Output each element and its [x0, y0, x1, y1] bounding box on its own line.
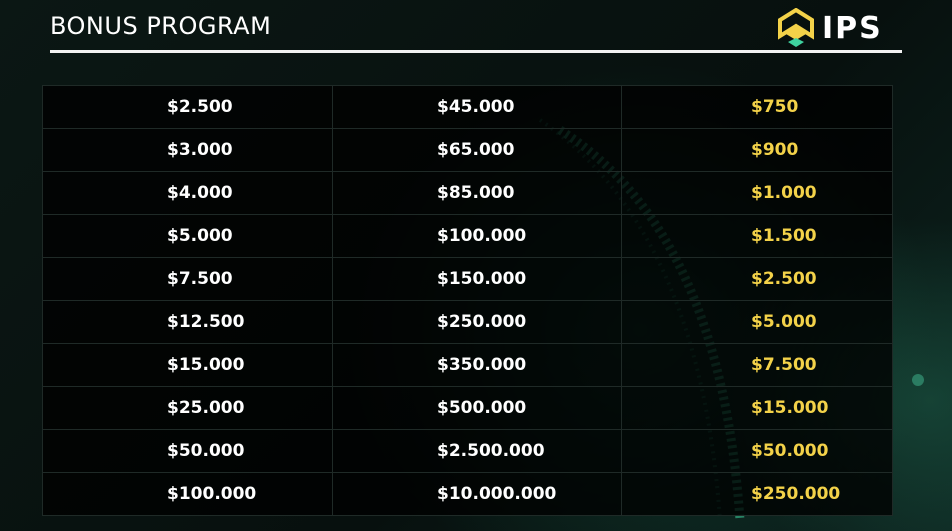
table-row: $5.000 $100.000 $1.500 — [42, 214, 893, 258]
amount-cell: $2.500.000 — [332, 429, 622, 473]
table-row: $25.000 $500.000 $15.000 — [42, 386, 893, 430]
amount-cell: $250.000 — [332, 300, 622, 344]
bonus-cell: $750 — [621, 85, 893, 129]
title: BONUS PROGRAM — [50, 12, 272, 40]
table-row: $100.000 $10.000.000 $250.000 — [42, 472, 893, 516]
amount-cell: $45.000 — [332, 85, 622, 129]
amount-cell: $5.000 — [42, 214, 333, 258]
amount-cell: $4.000 — [42, 171, 333, 215]
bonus-cell: $15.000 — [621, 386, 893, 430]
bonus-cell: $5.000 — [621, 300, 893, 344]
bonus-cell: $2.500 — [621, 257, 893, 301]
amount-cell: $350.000 — [332, 343, 622, 387]
amount-cell: $15.000 — [42, 343, 333, 387]
amount-cell: $85.000 — [332, 171, 622, 215]
table-row: $4.000 $85.000 $1.000 — [42, 171, 893, 215]
bonus-cell: $250.000 — [621, 472, 893, 516]
amount-cell: $25.000 — [42, 386, 333, 430]
logo-icon — [778, 8, 814, 47]
bonus-table: $2.500 $45.000 $750 $3.000 $65.000 $900 $4.000… — [42, 85, 893, 516]
bonus-cell: $900 — [621, 128, 893, 172]
title-rule — [50, 50, 902, 53]
amount-cell: $100.000 — [42, 472, 333, 516]
table-row: $15.000 $350.000 $7.500 — [42, 343, 893, 387]
bonus-cell: $1.500 — [621, 214, 893, 258]
logo-text: IPS — [822, 10, 883, 46]
amount-cell: $2.500 — [42, 85, 333, 129]
table-row: $7.500 $150.000 $2.500 — [42, 257, 893, 301]
amount-cell: $12.500 — [42, 300, 333, 344]
amount-cell: $150.000 — [332, 257, 622, 301]
amount-cell: $100.000 — [332, 214, 622, 258]
amount-cell: $7.500 — [42, 257, 333, 301]
amount-cell: $3.000 — [42, 128, 333, 172]
amount-cell: $10.000.000 — [332, 472, 622, 516]
table-row: $3.000 $65.000 $900 — [42, 128, 893, 172]
table-row: $12.500 $250.000 $5.000 — [42, 300, 893, 344]
amount-cell: $65.000 — [332, 128, 622, 172]
amount-cell: $500.000 — [332, 386, 622, 430]
bonus-cell: $50.000 — [621, 429, 893, 473]
bonus-cell: $1.000 — [621, 171, 893, 215]
amount-cell: $50.000 — [42, 429, 333, 473]
bonus-cell: $7.500 — [621, 343, 893, 387]
table-row: $50.000 $2.500.000 $50.000 — [42, 429, 893, 473]
logo: IPS — [778, 8, 883, 48]
table-row: $2.500 $45.000 $750 — [42, 85, 893, 129]
